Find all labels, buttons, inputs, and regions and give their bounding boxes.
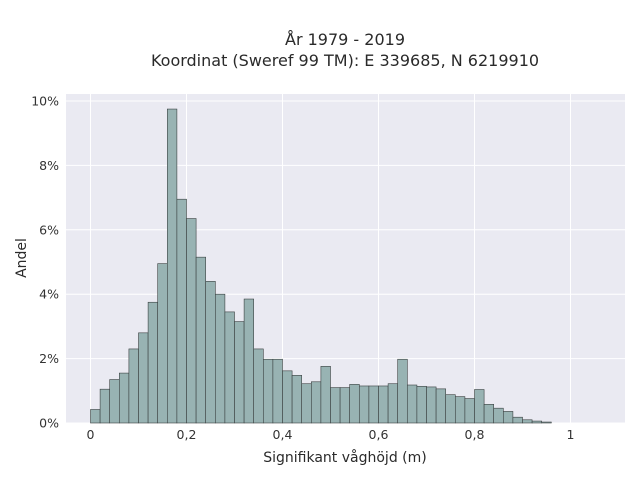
histogram-bar xyxy=(138,332,149,424)
histogram-bar xyxy=(272,358,283,424)
histogram-bar xyxy=(262,358,274,424)
histogram-bar xyxy=(406,384,418,424)
histogram-bar xyxy=(349,384,360,424)
histogram-bar xyxy=(502,411,514,424)
histogram-bar xyxy=(416,385,427,424)
chart-title: År 1979 - 2019 xyxy=(285,30,405,49)
histogram-bar xyxy=(157,263,168,424)
histogram-bar xyxy=(253,348,264,424)
histogram-bar xyxy=(464,398,475,424)
histogram-bar xyxy=(119,372,130,424)
y-tick-label: 10% xyxy=(31,94,59,109)
chart-subtitle: Koordinat (Sweref 99 TM): E 339685, N 62… xyxy=(151,51,539,70)
histogram-bar xyxy=(176,198,187,424)
histogram-bar xyxy=(291,375,303,424)
y-tick-labels: 0% 2% 4% 6% 8% 10% xyxy=(31,94,59,431)
histogram-bar xyxy=(541,421,552,424)
y-tick-label: 4% xyxy=(39,287,59,302)
x-tick-label: 0,4 xyxy=(273,427,293,442)
histogram-bar xyxy=(310,381,322,424)
histogram-bar xyxy=(186,218,197,424)
histogram-bar xyxy=(512,416,523,424)
histogram-bar xyxy=(109,379,120,424)
histogram-bar xyxy=(493,407,504,424)
histogram-bar xyxy=(522,419,533,424)
histogram-bar xyxy=(474,389,485,424)
x-axis-label: Signifikant våghöjd (m) xyxy=(263,449,426,466)
histogram-bar xyxy=(128,348,139,424)
histogram-bar xyxy=(378,385,389,424)
histogram-bar xyxy=(531,420,542,424)
x-tick-label: 0,6 xyxy=(369,427,389,442)
histogram-bar xyxy=(339,387,351,424)
histogram-bar xyxy=(358,385,370,424)
histogram-bar xyxy=(483,404,495,424)
x-tick-label: 0,2 xyxy=(177,427,197,442)
histogram-bar xyxy=(99,388,110,424)
histogram-bar xyxy=(205,281,216,424)
histogram-bar xyxy=(224,311,235,424)
histogram-bar xyxy=(301,383,312,424)
histogram-bar xyxy=(435,388,447,424)
histogram-bar xyxy=(215,293,226,424)
x-tick-labels: 0 0,2 0,4 0,6 0,8 1 xyxy=(87,427,575,442)
histogram-bar xyxy=(454,396,466,424)
y-tick-label: 8% xyxy=(39,158,59,173)
y-axis-label: Andel xyxy=(14,238,30,278)
histogram-bar xyxy=(234,321,245,424)
histogram-bar xyxy=(397,358,408,424)
histogram-bar xyxy=(445,394,456,424)
histogram-bar xyxy=(243,298,255,424)
y-tick-label: 6% xyxy=(39,222,59,237)
x-tick-label: 0 xyxy=(87,427,95,442)
x-tick-label: 1 xyxy=(567,427,575,442)
histogram-bars xyxy=(90,108,552,424)
histogram-bar xyxy=(147,301,159,424)
histogram-bar xyxy=(90,409,101,424)
histogram-bar xyxy=(426,386,437,424)
histogram-bar xyxy=(320,366,331,424)
y-tick-label: 2% xyxy=(39,351,59,366)
histogram-bar xyxy=(195,256,207,424)
histogram-bar xyxy=(282,370,293,424)
y-tick-label: 0% xyxy=(39,416,59,431)
histogram-bar xyxy=(167,108,178,424)
histogram-bar xyxy=(330,387,341,424)
x-tick-label: 0,8 xyxy=(465,427,485,442)
histogram-bar xyxy=(387,383,399,424)
histogram-bar xyxy=(368,385,379,424)
